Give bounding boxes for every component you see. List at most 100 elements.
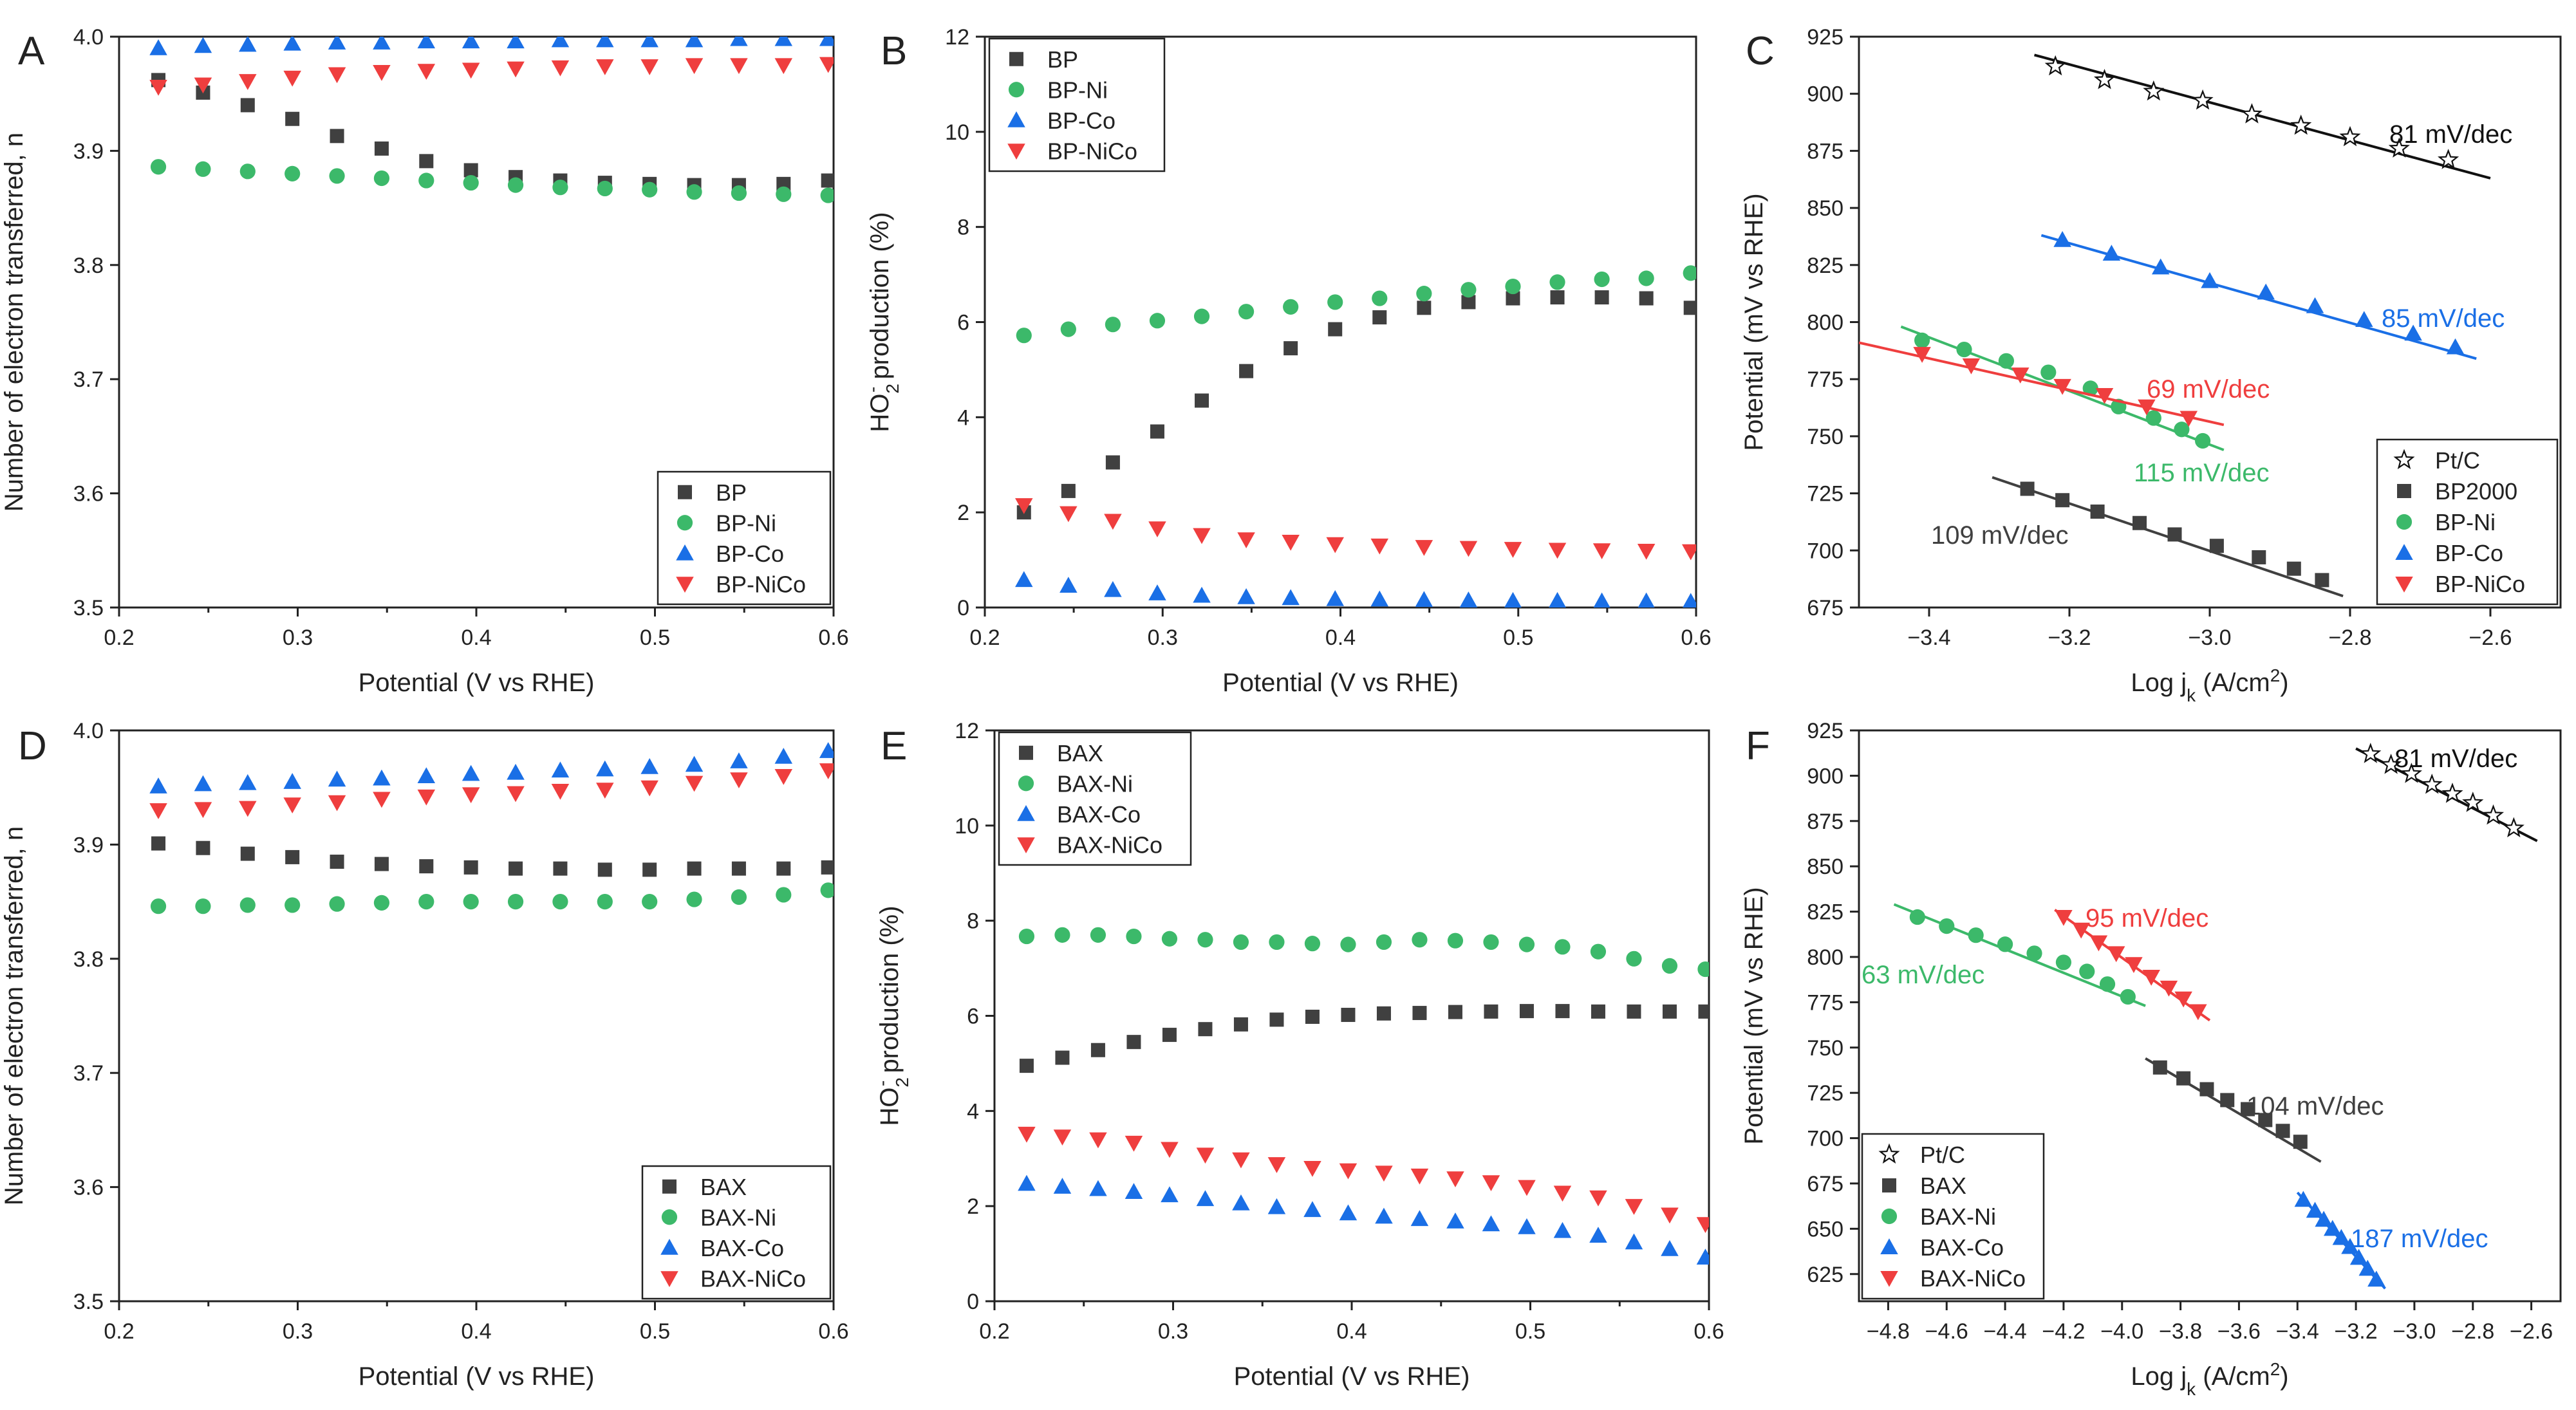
y-tick-label: 6 (957, 311, 969, 335)
data-point (1410, 1210, 1429, 1227)
data-point (1267, 1157, 1286, 1173)
plot-area (149, 742, 834, 914)
legend-label: BP (716, 479, 747, 506)
data-point (2293, 1135, 2308, 1149)
y-tick-label: 875 (1807, 139, 1843, 163)
series-BP-Ni (150, 159, 834, 203)
panel-D: D 0.2 0.3 0.4 0.5 0.6 3.5 3.6 3.7 3.8 3.9 4.0 Number… (0, 719, 849, 1391)
data-point (642, 181, 658, 198)
data-point (1625, 1199, 1643, 1215)
x-tick-label: −2.8 (2328, 626, 2371, 650)
x-tick-label: −4.0 (2100, 1319, 2143, 1344)
data-point (2257, 283, 2275, 300)
data-point (1370, 590, 1389, 607)
legend-label: BAX (1057, 740, 1103, 766)
data-point (1059, 506, 1078, 523)
data-point (1339, 1204, 1358, 1221)
data-point (1504, 591, 1522, 608)
x-axis-label: Potential (V vs RHE) (1234, 1362, 1470, 1391)
data-point (507, 177, 524, 193)
data-point (239, 37, 257, 52)
y-tick-label: 3.9 (73, 833, 104, 857)
data-point (1328, 322, 1343, 337)
x-tick-label: −4.4 (1984, 1319, 2027, 1344)
data-point (1126, 1035, 1141, 1050)
data-point (1237, 532, 1255, 549)
y-tick-label: 825 (1807, 900, 1843, 925)
data-point (2093, 69, 2116, 89)
data-point (596, 59, 614, 75)
slope-annotation: 95 mV/dec (2086, 904, 2208, 932)
data-point (1283, 341, 1298, 356)
data-point (687, 861, 702, 876)
data-point (1304, 936, 1321, 952)
data-point (1589, 1190, 1607, 1207)
legend-marker (2393, 449, 2415, 470)
legend: Pt/C BAX BAX-Ni BAX-Co BAX-NiCo (1861, 1133, 2045, 1300)
data-point (1054, 927, 1070, 943)
data-point (1015, 571, 1033, 588)
y-tick-label: 4 (957, 405, 969, 430)
x-axis-label: Potential (V vs RHE) (1222, 669, 1459, 697)
legend-label: BP-Ni (716, 510, 776, 536)
data-point (149, 39, 167, 55)
data-point (1104, 580, 1122, 597)
y-tick-label: 875 (1807, 810, 1843, 834)
data-point (1019, 1059, 1034, 1073)
data-point (1372, 310, 1387, 325)
series-BAX (1019, 1004, 1709, 1073)
legend-label: BAX-NiCo (1920, 1265, 2026, 1292)
data-point (418, 894, 434, 910)
series-BP-NiCo (149, 57, 834, 96)
y-tick-label: 2 (967, 1194, 979, 1219)
data-point (1376, 1006, 1391, 1021)
y-tick-label: 700 (1807, 539, 1843, 563)
y-axis-label: HO2- production (%) (863, 212, 902, 432)
data-point (1416, 286, 1432, 302)
series-BAX-Co (2294, 1191, 2386, 1290)
data-point (194, 775, 212, 792)
data-point (2209, 539, 2224, 553)
data-point (507, 763, 525, 780)
series-BAX (151, 836, 834, 877)
data-point (239, 774, 257, 790)
data-point (1447, 932, 1464, 949)
legend-marker (678, 485, 692, 499)
legend-label: BP2000 (2435, 478, 2517, 505)
data-point (2286, 561, 2301, 576)
panel-A: A 0.2 0.3 0.4 0.5 0.6 3.5 3.6 3.7 3.8 3.9 4.0 Number… (0, 25, 849, 697)
data-point (819, 742, 834, 758)
data-point (195, 898, 211, 914)
data-point (2055, 910, 2073, 926)
data-point (1594, 290, 1609, 305)
y-tick-label: 850 (1807, 855, 1843, 879)
legend-label: BAX-Co (1920, 1234, 2004, 1261)
x-tick-label: −3.8 (2159, 1319, 2202, 1344)
data-point (1696, 1248, 1709, 1265)
panel-E: E 0.2 0.3 0.4 0.5 0.6 0 2 4 6 8 10 12 HO2- production… (872, 719, 1724, 1391)
data-point (1193, 308, 1210, 324)
data-point (330, 129, 344, 144)
data-point (1060, 321, 1076, 337)
plot-area (1893, 743, 2538, 1290)
x-tick-label: −2.6 (2469, 626, 2512, 650)
data-point (2355, 311, 2373, 327)
data-point (1237, 588, 1255, 604)
data-point (686, 184, 702, 200)
x-axis-label: Log jk (A/cm2) (2131, 665, 2288, 705)
data-point (2252, 550, 2266, 564)
data-point (819, 37, 834, 46)
data-point (1504, 542, 1522, 558)
data-point (417, 789, 436, 806)
data-point (2482, 804, 2505, 825)
data-point (1683, 265, 1696, 281)
y-axis-label: Potential (mV vs RHE) (1740, 887, 1768, 1144)
data-point (2011, 367, 2030, 384)
data-point (283, 70, 301, 87)
data-point (239, 897, 256, 913)
data-point (2174, 991, 2192, 1008)
x-axis-label: Potential (V vs RHE) (359, 1362, 595, 1391)
data-point (283, 773, 301, 789)
data-point (821, 173, 834, 188)
data-point (1591, 1004, 1605, 1019)
